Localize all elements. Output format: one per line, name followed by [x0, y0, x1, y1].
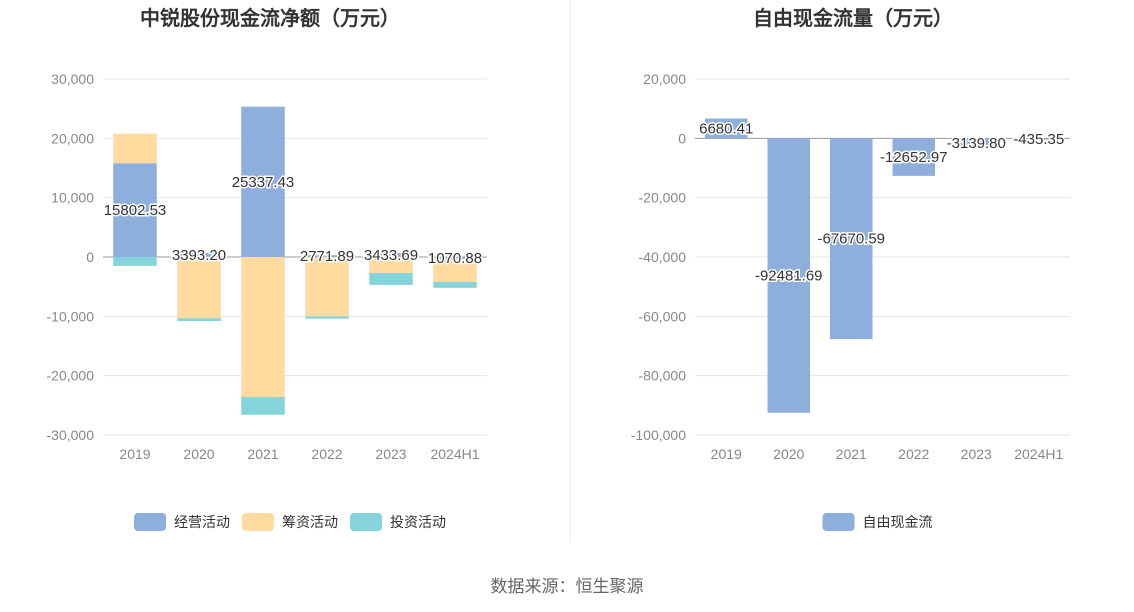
x-tick-label: 2019	[119, 446, 150, 462]
x-tick-label: 2024H1	[430, 446, 479, 462]
bars	[113, 106, 477, 415]
data-label: 3433.69	[364, 247, 418, 264]
data-label: 25337.43	[232, 174, 295, 191]
data-label-group: 15802.53	[102, 201, 168, 221]
x-tick-label: 2023	[961, 446, 992, 462]
data-label: 2771.89	[300, 248, 354, 265]
bar-经营活动	[113, 163, 157, 257]
data-label-group: 1070.88	[426, 248, 483, 268]
bar-筹资活动	[241, 257, 285, 398]
data-label: 15802.53	[104, 202, 167, 219]
y-tick-label: 20,000	[51, 130, 94, 146]
bar-经营活动	[177, 252, 221, 257]
bar-筹资活动	[369, 257, 413, 274]
data-label: 3393.20	[172, 247, 226, 264]
data-label: -12652.97	[880, 149, 948, 166]
data-label: -92481.69	[755, 268, 823, 285]
data-label-group: 3433.69	[362, 245, 419, 265]
bar-投资活动	[241, 397, 285, 415]
data-label-group: 2771.89	[298, 247, 355, 267]
y-tick-label: 0	[86, 249, 94, 265]
bar-筹资活动	[433, 258, 477, 282]
x-tick-label: 2020	[773, 446, 804, 462]
data-label-group: -92481.69	[753, 266, 824, 286]
bar-经营活动	[305, 255, 349, 257]
y-tick-label: -30,000	[47, 427, 95, 443]
data-label-group: -67670.59	[816, 229, 887, 249]
chart-title-free-cash-flow: 自由现金流量（万元）	[753, 6, 953, 30]
data-label: -435.35	[1013, 131, 1064, 148]
data-label-group: 3393.20	[170, 245, 227, 265]
bar-经营活动	[433, 257, 477, 259]
legend-label: 自由现金流	[863, 514, 933, 530]
x-tick-label: 2022	[898, 446, 929, 462]
data-label-group: -435.35	[1012, 129, 1066, 149]
data-labels: 15802.53 3393.20 25337.43 2771.89 3433.69 107…	[102, 172, 483, 268]
x-tick-label: 2021	[836, 446, 867, 462]
y-tick-label: -40,000	[639, 249, 687, 265]
legend: 经营活动 筹资活动 投资活动	[134, 513, 446, 531]
bar-自由现金流	[955, 138, 998, 148]
x-tick-label: 2019	[711, 446, 742, 462]
y-tick-label: -10,000	[47, 308, 95, 324]
bar-自由现金流	[705, 118, 748, 139]
bar-自由现金流	[1017, 138, 1060, 140]
data-label: -67670.59	[817, 231, 885, 248]
data-label: 1070.88	[428, 250, 482, 267]
y-tick-label: -20,000	[47, 368, 95, 384]
bar-投资活动	[177, 318, 221, 322]
bar-投资活动	[369, 273, 413, 285]
bar-自由现金流	[830, 138, 873, 340]
bar-筹资活动	[305, 257, 349, 317]
bar-经营活动	[241, 106, 285, 257]
bar-经营活动	[369, 252, 413, 257]
bar-投资活动	[113, 257, 157, 266]
data-label-group: -3139.80	[945, 133, 1007, 153]
y-tick-label: 30,000	[51, 71, 94, 87]
legend-label: 筹资活动	[282, 514, 338, 530]
x-tick-label: 2020	[183, 446, 214, 462]
bar-投资活动	[305, 316, 349, 319]
y-tick-label: -80,000	[639, 368, 687, 384]
cash-flow-net-chart: 中锐股份现金流净额（万元） 30,000 20,000 10,000 0 -10,000…	[47, 6, 487, 531]
y-tick-label: -100,000	[631, 427, 686, 443]
legend: 自由现金流	[822, 513, 933, 531]
legend-swatch	[822, 513, 855, 531]
legend-swatch	[242, 513, 274, 531]
free-cash-flow-chart: 自由现金流量（万元） 20,000 0 -20,000 -40,000 -60,000 -…	[631, 6, 1070, 531]
x-tick-label: 2024H1	[1014, 446, 1063, 462]
bar-自由现金流	[767, 138, 810, 413]
data-label-group: 25337.43	[230, 172, 296, 192]
x-tick-label: 2021	[247, 446, 278, 462]
y-tick-label: -20,000	[639, 190, 687, 206]
y-tick-label: -60,000	[639, 308, 687, 324]
bar-自由现金流	[892, 138, 935, 176]
bar-投资活动	[433, 281, 477, 288]
data-source-note: 数据来源：恒生聚源	[491, 577, 644, 596]
y-tick-label: 0	[678, 130, 686, 146]
data-label-group: 6680.41	[698, 119, 755, 139]
legend-swatch	[134, 513, 166, 531]
x-tick-label: 2023	[375, 446, 406, 462]
x-tick-label: 2022	[311, 446, 342, 462]
bar-筹资活动	[113, 133, 157, 164]
data-label: -3139.80	[947, 135, 1006, 152]
data-labels: 6680.41 -92481.69 -67670.59 -12652.97-3139.…	[698, 119, 1066, 286]
bar-筹资活动	[177, 257, 221, 319]
bars	[705, 118, 1060, 413]
y-tick-label: 20,000	[643, 71, 686, 87]
data-label-group: -12652.97	[878, 148, 949, 168]
chart-title-cash-flow: 中锐股份现金流净额（万元）	[140, 6, 400, 30]
data-label: 6680.41	[699, 120, 753, 137]
legend-swatch	[350, 513, 382, 531]
legend-label: 投资活动	[390, 514, 446, 530]
legend-label: 经营活动	[174, 514, 230, 530]
y-tick-label: 10,000	[51, 190, 94, 206]
